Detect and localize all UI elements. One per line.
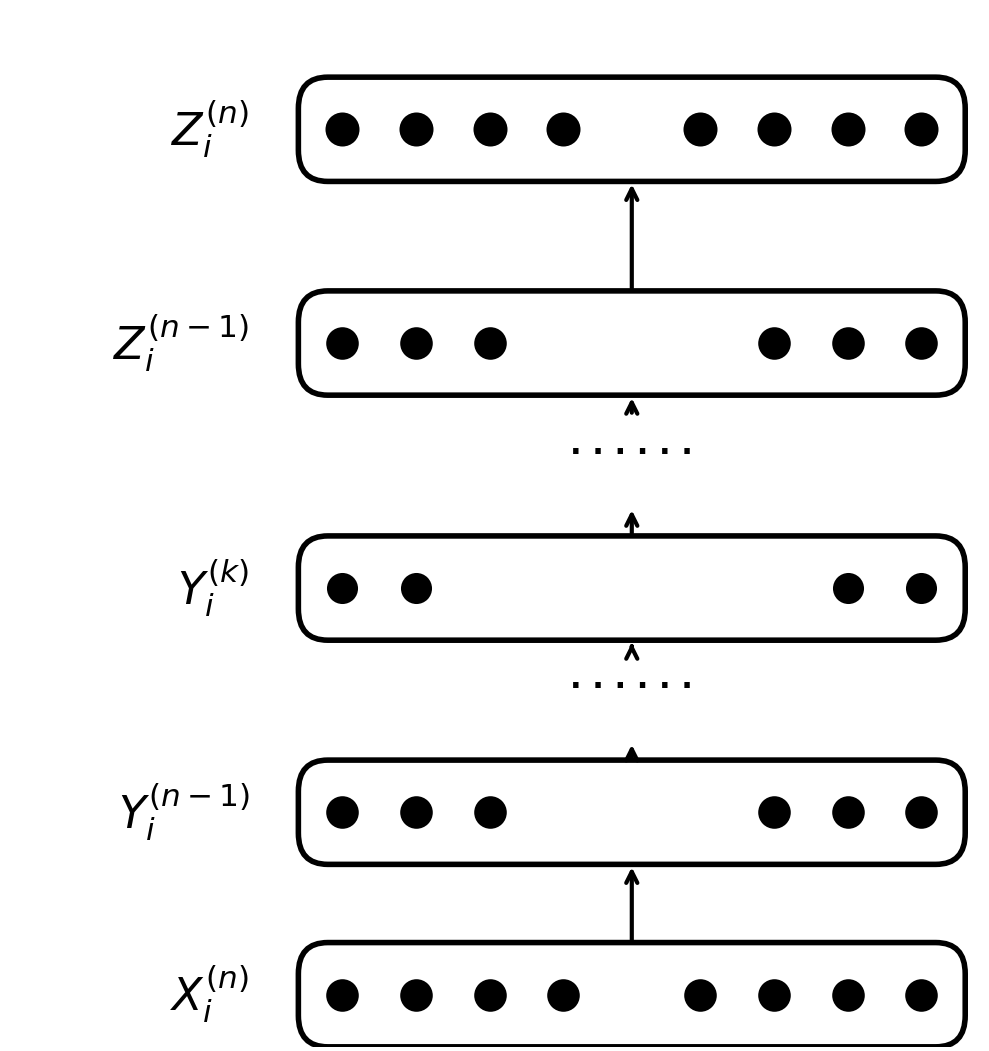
FancyBboxPatch shape xyxy=(299,760,965,864)
Point xyxy=(766,804,782,821)
Point xyxy=(766,334,782,351)
Point xyxy=(913,121,929,138)
Point xyxy=(334,986,350,1003)
Text: $X_i^{(n)}$: $X_i^{(n)}$ xyxy=(170,964,249,1026)
Point xyxy=(408,334,424,351)
FancyBboxPatch shape xyxy=(299,536,965,640)
Text: $Y_i^{(k)}$: $Y_i^{(k)}$ xyxy=(177,557,249,619)
Text: $Z_i^{(n-1)}$: $Z_i^{(n-1)}$ xyxy=(113,312,249,374)
Text: $Y_i^{(n-1)}$: $Y_i^{(n-1)}$ xyxy=(118,782,249,843)
Point xyxy=(334,121,350,138)
Point xyxy=(840,986,855,1003)
Point xyxy=(555,121,571,138)
Point xyxy=(840,121,855,138)
Point xyxy=(334,804,350,821)
Point xyxy=(840,334,855,351)
Point xyxy=(913,334,929,351)
FancyBboxPatch shape xyxy=(299,943,965,1047)
Point xyxy=(408,121,424,138)
Point xyxy=(482,804,497,821)
Point xyxy=(408,804,424,821)
FancyBboxPatch shape xyxy=(299,291,965,395)
Text: · · · · · ·: · · · · · · xyxy=(571,438,693,468)
Point xyxy=(408,986,424,1003)
Point xyxy=(766,121,782,138)
Text: · · · · · ·: · · · · · · xyxy=(571,673,693,702)
Point xyxy=(555,986,571,1003)
Point xyxy=(766,986,782,1003)
Point xyxy=(482,121,497,138)
FancyBboxPatch shape xyxy=(299,77,965,182)
Point xyxy=(840,580,855,597)
Point xyxy=(334,334,350,351)
Point xyxy=(913,804,929,821)
Point xyxy=(482,334,497,351)
Point xyxy=(840,804,855,821)
Text: $Z_i^{(n)}$: $Z_i^{(n)}$ xyxy=(171,99,249,160)
Point xyxy=(334,580,350,597)
Point xyxy=(913,986,929,1003)
Point xyxy=(408,580,424,597)
Point xyxy=(913,580,929,597)
Point xyxy=(692,121,708,138)
Point xyxy=(692,986,708,1003)
Point xyxy=(482,986,497,1003)
